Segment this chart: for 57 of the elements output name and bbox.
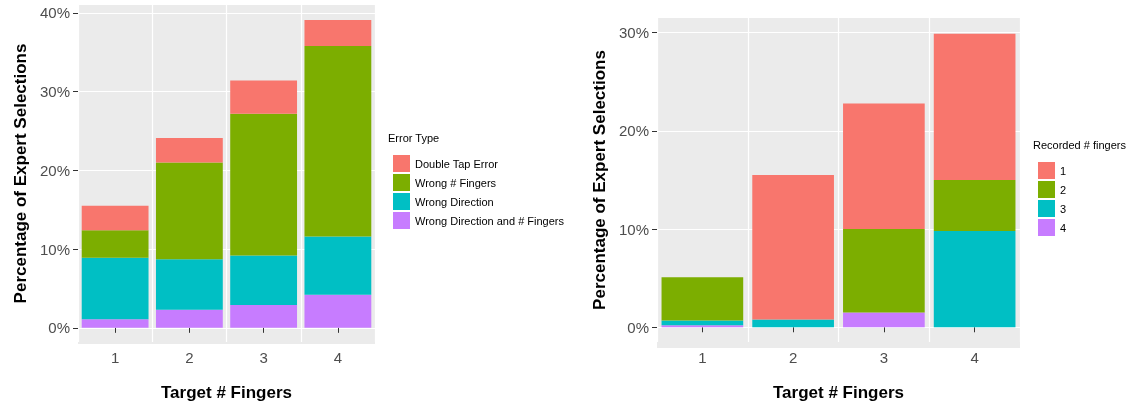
- y-tick-label: 10%: [618, 220, 649, 238]
- y-axis-title: Percentage of Expert Selections: [590, 50, 610, 310]
- bar: [81, 230, 149, 258]
- legend-label: Double Tap Error: [415, 157, 499, 170]
- bar: [81, 257, 149, 320]
- bar: [230, 255, 298, 305]
- bar: [81, 205, 149, 231]
- x-axis-title: Target # Fingers: [773, 383, 904, 402]
- bar: [661, 277, 744, 321]
- x-tick-label: 2: [185, 349, 194, 366]
- bar: [933, 33, 1016, 180]
- y-tick-label: 30%: [39, 83, 70, 101]
- y-tick-label: 10%: [39, 240, 70, 258]
- x-tick-label: 1: [698, 349, 707, 366]
- bar: [155, 259, 223, 310]
- bar: [304, 236, 372, 295]
- bar: [843, 229, 925, 313]
- bar: [304, 45, 372, 237]
- x-tick-label: 1: [110, 349, 120, 366]
- y-tick-label: 20%: [39, 161, 70, 179]
- x-axis-title: Target # Fingers: [161, 383, 292, 402]
- x-tick-label: 3: [879, 349, 889, 366]
- legend-label: Wrong Direction: [415, 195, 494, 208]
- legend-title: Error Type: [388, 131, 440, 144]
- bar: [81, 319, 149, 328]
- legend-title: Recorded # fingers: [1033, 138, 1127, 151]
- x-tick-label: 4: [970, 349, 979, 366]
- bar: [155, 138, 223, 163]
- legend-label: 2: [1060, 183, 1067, 196]
- bar: [661, 320, 744, 326]
- legend-label: Wrong Direction and # Fingers: [415, 214, 565, 227]
- y-tick-label: 0%: [627, 318, 649, 336]
- bar: [155, 162, 223, 260]
- x-tick-label: 2: [788, 349, 798, 366]
- bar: [843, 312, 925, 328]
- bar: [933, 180, 1016, 232]
- y-axis-title: Percentage of Expert Selections: [11, 43, 31, 304]
- bar: [752, 319, 834, 328]
- bar: [230, 304, 298, 328]
- y-tick-label: 40%: [39, 4, 70, 22]
- bar: [155, 309, 223, 328]
- y-tick-label: 0%: [48, 319, 70, 337]
- legend-label: 3: [1060, 202, 1067, 215]
- legend-label: 4: [1060, 221, 1067, 234]
- y-tick-label: 30%: [618, 24, 649, 42]
- bar: [304, 19, 372, 46]
- legend-label: 1: [1060, 164, 1067, 177]
- bar: [843, 103, 925, 230]
- bar: [230, 80, 298, 114]
- y-tick-label: 20%: [618, 122, 649, 140]
- bar: [230, 113, 298, 256]
- x-tick-label: 3: [259, 349, 268, 366]
- x-tick-label: 4: [333, 349, 343, 366]
- bar: [933, 231, 1016, 328]
- bar: [752, 175, 834, 320]
- bar: [304, 294, 372, 328]
- legend-label: Wrong # Fingers: [415, 176, 497, 189]
